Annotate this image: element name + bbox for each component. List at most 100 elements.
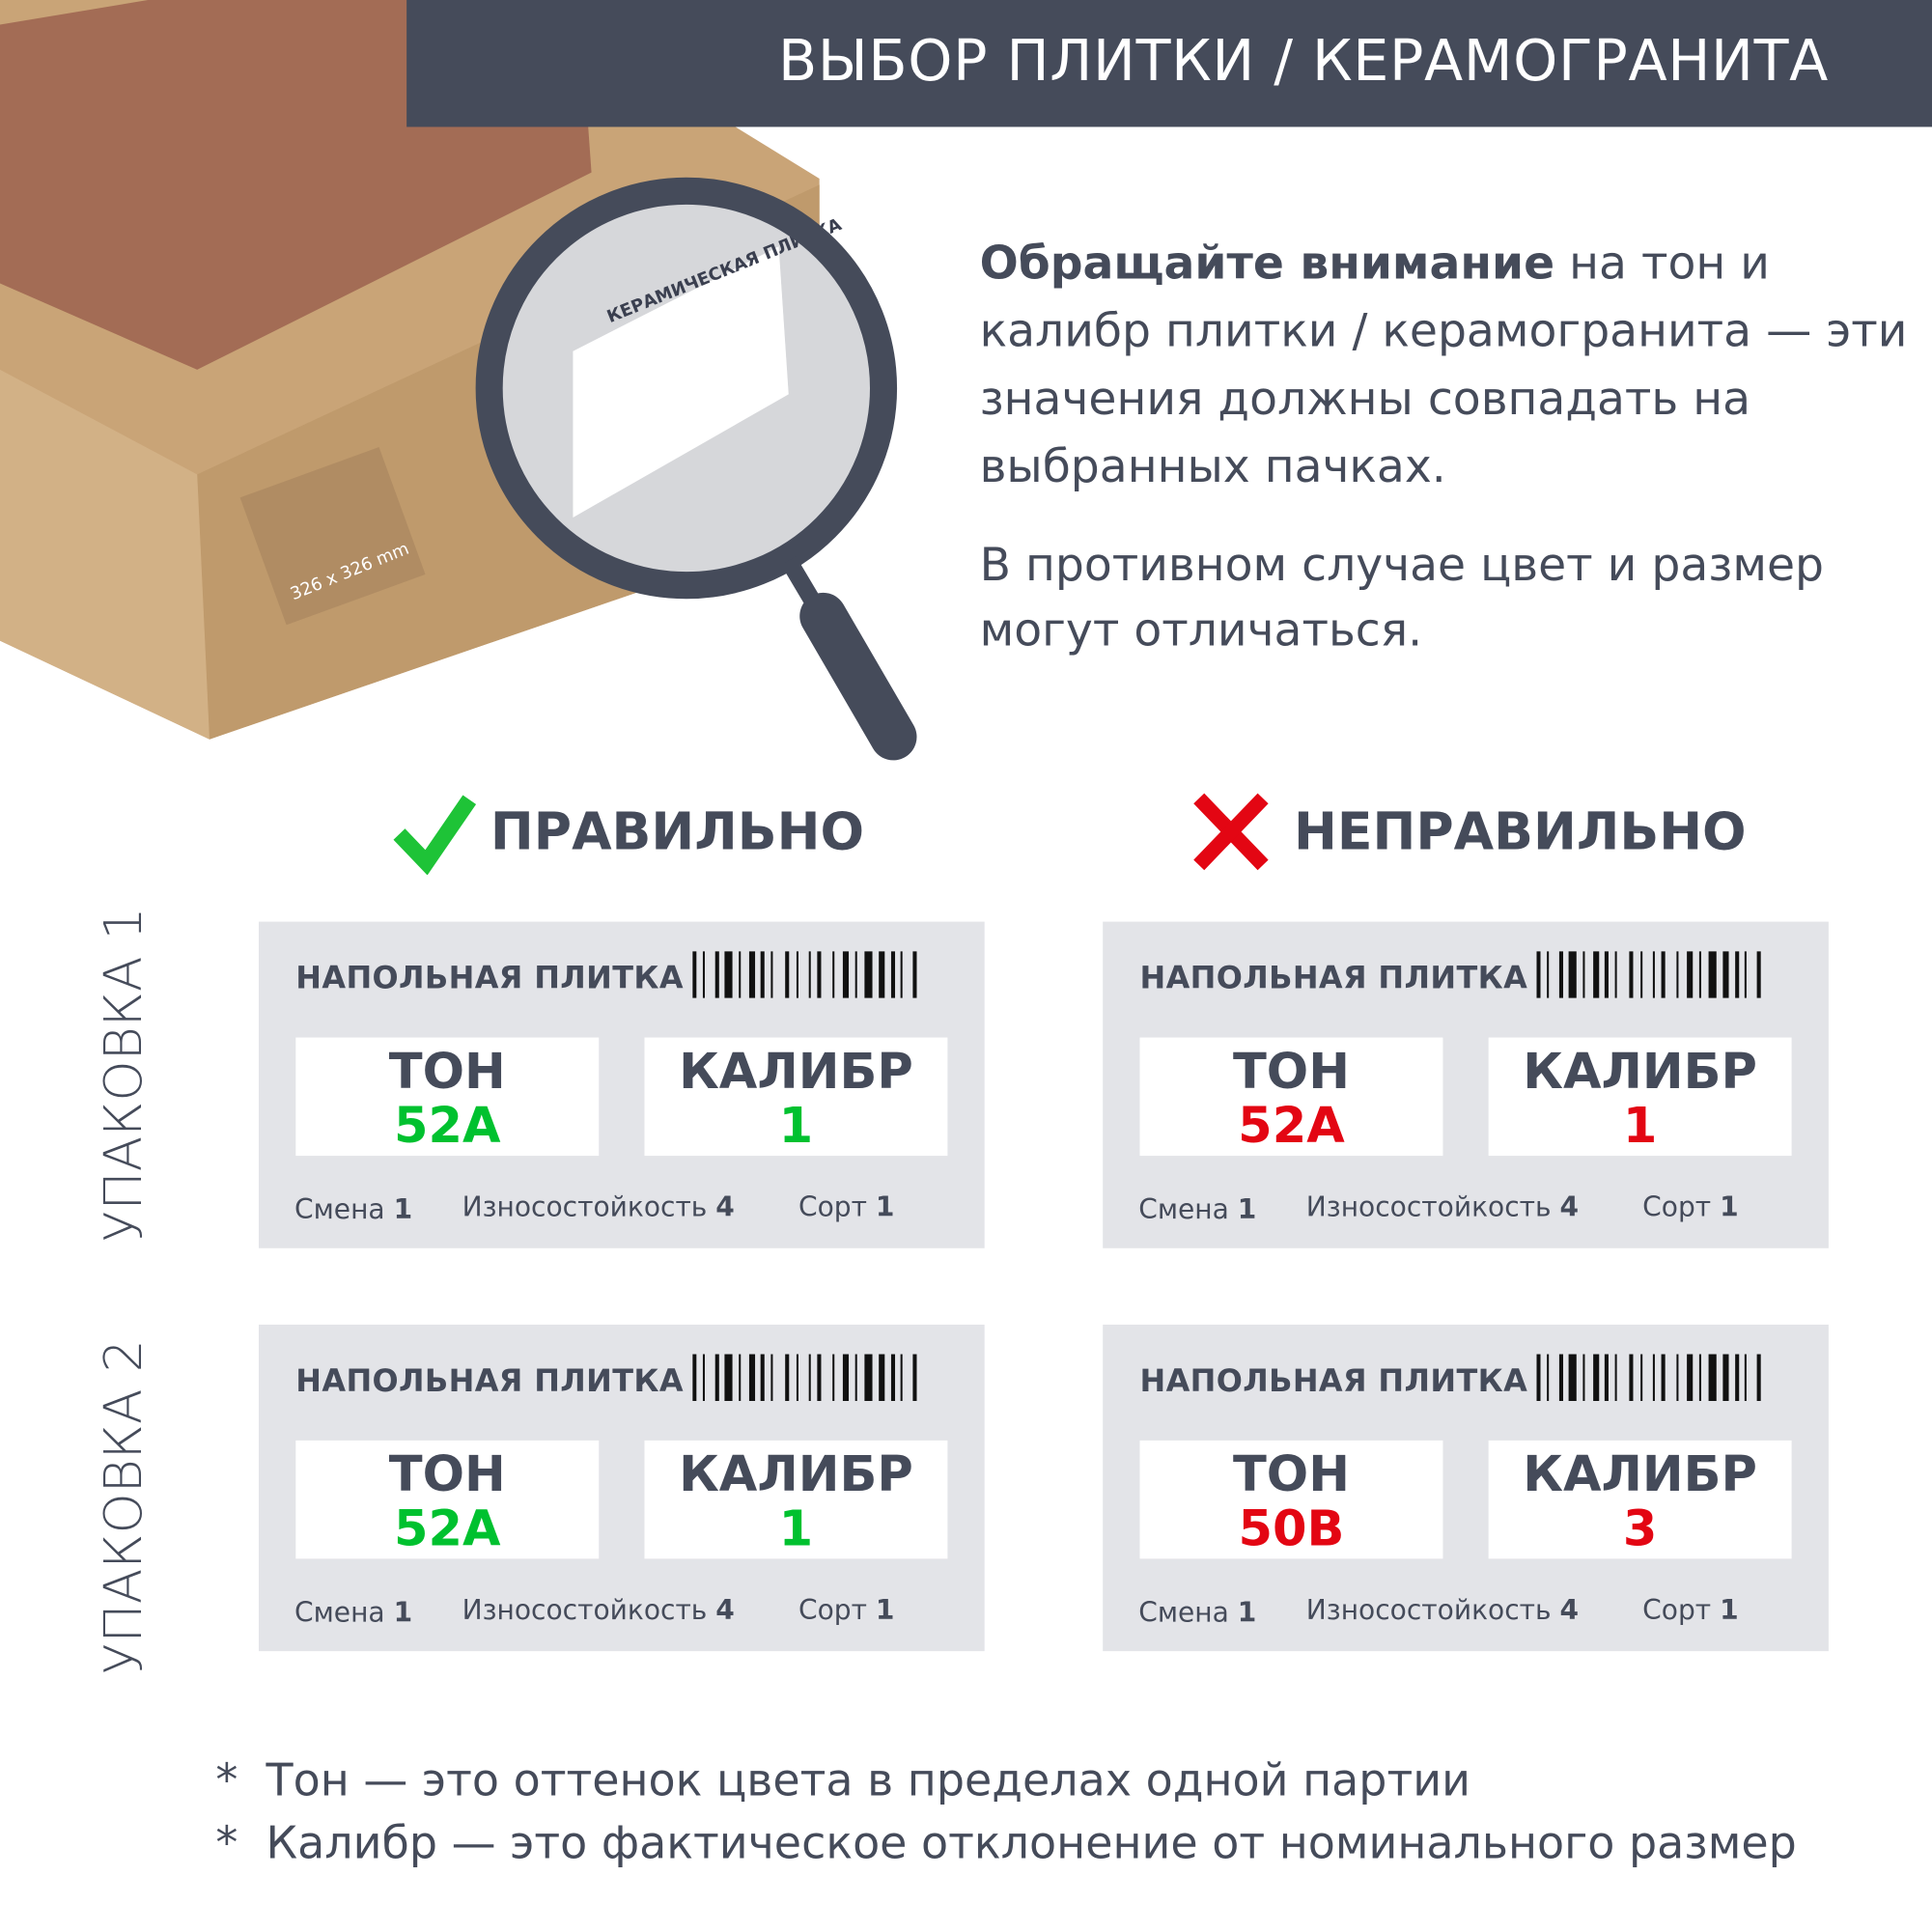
barcode-bar: [832, 1354, 835, 1402]
barcode-bar: [748, 951, 756, 998]
package-label-card: НАПОЛЬНАЯ ПЛИТКА ТОН 52А КАЛИБР 1 Смена …: [259, 921, 985, 1248]
barcode-bar: [808, 951, 811, 998]
barcode-bar: [1744, 951, 1747, 998]
caliber-value: 1: [778, 1098, 814, 1155]
wear-label: Износостойкость: [462, 1595, 708, 1627]
barcode-bar: [842, 1354, 850, 1402]
shift-value: 1: [1237, 1598, 1257, 1630]
barcode-bar: [1676, 951, 1679, 998]
barcode-bar: [760, 1354, 765, 1402]
barcode-bar: [1698, 1354, 1701, 1402]
shift-label: Смена: [294, 1598, 385, 1630]
barcode-bar: [1687, 1354, 1694, 1402]
barcode-icon: [692, 951, 917, 998]
grade-label: Сорт: [798, 1595, 867, 1627]
shift-field: Смена 1: [1138, 1598, 1256, 1629]
caliber-label: КАЛИБР: [1523, 1043, 1757, 1101]
barcode-bar: [900, 1354, 903, 1402]
barcode-icon: [1536, 951, 1761, 998]
grade-label: Сорт: [798, 1192, 867, 1224]
row-label-1: УПАКОВКА 1: [93, 907, 154, 1243]
barcode-bar: [1604, 951, 1609, 998]
tone-value: 52А: [1238, 1098, 1345, 1155]
barcode-bar: [1568, 1354, 1577, 1402]
caliber-box: КАЛИБР 1: [644, 1440, 948, 1559]
shift-label: Смена: [1138, 1598, 1229, 1630]
caliber-label: КАЛИБР: [679, 1043, 913, 1101]
wear-field: Износостойкость 4: [462, 1596, 735, 1627]
barcode-bar: [1593, 1354, 1600, 1402]
barcode-bar: [1661, 1354, 1666, 1402]
card-title: НАПОЛЬНАЯ ПЛИТКА: [1139, 1362, 1528, 1399]
caliber-box: КАЛИБР 3: [1488, 1440, 1792, 1559]
barcode-bar: [714, 951, 719, 998]
intro-text: Обращайте внимание на тон и калибр плитк…: [980, 229, 1917, 500]
barcode-bar: [1558, 951, 1563, 998]
shift-field: Смена 1: [1138, 1195, 1256, 1226]
box-print-panel: [239, 446, 426, 626]
footnote-star: *: [215, 1755, 238, 1806]
barcode-bar: [1536, 951, 1541, 998]
barcode-bar: [1676, 1354, 1679, 1402]
barcode-bar: [1629, 1354, 1634, 1402]
footnote-star: *: [215, 1818, 238, 1869]
barcode-bar: [879, 951, 885, 998]
barcode-bar: [770, 951, 773, 998]
grade-value: 1: [875, 1192, 895, 1224]
barcode-bar: [1722, 1354, 1729, 1402]
barcode-bar: [817, 1354, 822, 1402]
barcode-bar: [1582, 951, 1585, 998]
barcode-icon: [1536, 1354, 1761, 1402]
shift-value: 1: [393, 1598, 413, 1630]
intro-rest: на тон и калибр плитки / керамогранита —…: [979, 237, 1908, 493]
wear-label: Износостойкость: [1305, 1192, 1552, 1224]
row-label-2: УПАКОВКА 2: [93, 1339, 154, 1675]
checkmark-icon: [393, 795, 477, 876]
package-label-card: НАПОЛЬНАЯ ПЛИТКА ТОН 50В КАЛИБР 3 Смена …: [1103, 1324, 1829, 1652]
barcode-bar: [1652, 951, 1655, 998]
grade-field: Сорт 1: [1642, 1192, 1738, 1223]
barcode-bar: [796, 1354, 798, 1402]
barcode-bar: [1652, 1354, 1655, 1402]
card-title: НАПОЛЬНАЯ ПЛИТКА: [1139, 960, 1528, 996]
barcode-bar: [739, 951, 742, 998]
page-title: ВЫБОР ПЛИТКИ / КЕРАМОГРАНИТА: [778, 27, 1829, 94]
wear-value: 4: [1559, 1595, 1580, 1627]
barcode-bar: [890, 1354, 896, 1402]
header-bar: ВЫБОР ПЛИТКИ / КЕРАМОГРАНИТА: [406, 0, 1932, 127]
wear-label: Износостойкость: [462, 1192, 708, 1224]
caliber-label: КАЛИБР: [1523, 1446, 1757, 1503]
barcode-bar: [1568, 951, 1577, 998]
barcode-bar: [1744, 1354, 1747, 1402]
barcode-bar: [1708, 951, 1717, 998]
intro-bold: Обращайте внимание: [979, 237, 1555, 290]
grade-value: 1: [875, 1595, 895, 1627]
tone-box: ТОН 52А: [295, 1037, 600, 1157]
caliber-box: КАЛИБР 1: [644, 1037, 948, 1157]
tone-label: ТОН: [1232, 1043, 1350, 1101]
barcode-bar: [1756, 951, 1761, 998]
caliber-box: КАЛИБР 1: [1488, 1037, 1792, 1157]
shift-label: Смена: [294, 1194, 385, 1226]
barcode-bar: [1708, 1354, 1717, 1402]
grade-label: Сорт: [1642, 1192, 1712, 1224]
caliber-value: 3: [1622, 1500, 1658, 1558]
barcode-bar: [796, 951, 798, 998]
barcode-bar: [1582, 1354, 1585, 1402]
barcode-bar: [864, 951, 873, 998]
barcode-bar: [864, 1354, 873, 1402]
barcode-bar: [1687, 951, 1694, 998]
barcode-bar: [1735, 1354, 1740, 1402]
grade-field: Сорт 1: [798, 1596, 894, 1627]
shift-field: Смена 1: [294, 1195, 412, 1226]
intro-second: В противном случае цвет и размер могут о…: [979, 538, 1825, 658]
caliber-value: 1: [778, 1500, 814, 1558]
tone-label: ТОН: [388, 1446, 506, 1503]
wear-field: Износостойкость 4: [1306, 1192, 1579, 1223]
tone-value: 50В: [1238, 1500, 1345, 1558]
barcode-bar: [912, 1354, 917, 1402]
tone-box: ТОН 50В: [1139, 1440, 1443, 1559]
correct-heading: ПРАВИЛЬНО: [490, 800, 865, 862]
box-left-face: [0, 369, 210, 740]
barcode-bar: [1547, 1354, 1550, 1402]
